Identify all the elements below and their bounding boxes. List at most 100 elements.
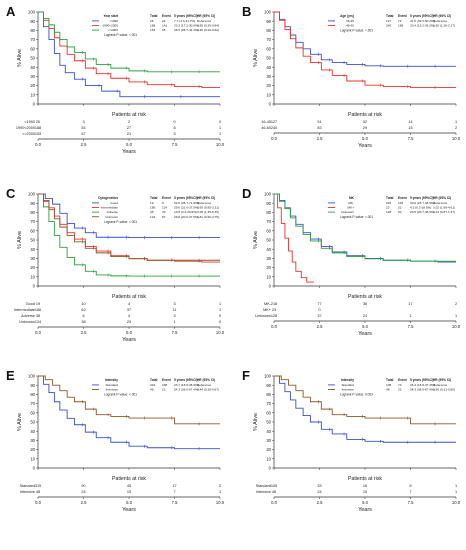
risk-count: 6	[409, 484, 411, 488]
y-tick-label: 0	[269, 102, 272, 107]
risk-count: 23	[127, 320, 131, 324]
risk-count: 105	[271, 484, 277, 488]
legend-header-cell: 5 years (95%CI)	[410, 14, 434, 18]
risk-count: 27	[127, 126, 131, 130]
legend-cell: 54.3 (38.6-67.4%)	[174, 388, 199, 392]
legend-footer: Logrank P-value: <.001	[340, 215, 373, 219]
legend-cell: Intensive	[106, 388, 119, 392]
y-tick-label: 60	[30, 410, 35, 415]
risk-count: 54	[81, 126, 85, 130]
x-tick-label: 5.0	[362, 136, 368, 141]
y-tick-label: 20	[266, 447, 271, 452]
risk-row-label: 16-45	[261, 120, 271, 124]
y-tick-label: 100	[28, 192, 36, 197]
legend-cell: 238	[162, 383, 167, 387]
legend-header-cell: Event	[162, 378, 172, 382]
y-tick-label: 40	[30, 247, 35, 252]
y-tick-label: 70	[30, 37, 35, 42]
x-tick-label: 5.0	[126, 142, 132, 147]
y-tick-label: 50	[266, 420, 271, 425]
y-tick-label: 0	[269, 284, 272, 289]
legend: Intensity Total Event 5 years (95%CI) HR (95…	[92, 378, 219, 397]
legend-cell: 87	[162, 215, 166, 219]
km-curve-1990-2000	[38, 11, 220, 88]
legend-header-cell: 5 years (95%CI)	[410, 196, 434, 200]
x-tick-label: 10.0	[216, 330, 225, 335]
legend-cell: 95	[162, 28, 166, 32]
legend-header-cell: Total	[386, 14, 393, 18]
risk-count: 2	[128, 120, 130, 124]
legend-cell: Reference	[433, 19, 448, 23]
km-curve-mk-	[274, 193, 315, 283]
risk-table-title: Patients at risk	[112, 112, 146, 118]
y-tick-label: 90	[266, 19, 271, 24]
x-tick-label: 10.0	[216, 142, 225, 147]
legend-cell: 3.05 (1.45-6.35)	[197, 210, 219, 214]
km-curve-adverse	[38, 193, 220, 277]
risk-count: 24	[81, 490, 85, 494]
risk-count: 83	[317, 126, 321, 130]
risk-count: 8	[173, 126, 175, 130]
legend-header-cell: Year start	[103, 14, 118, 18]
y-tick-label: 10	[266, 274, 271, 279]
risk-count: 3	[173, 302, 175, 306]
risk-count: 2	[219, 484, 221, 488]
risk-table-title: Patients at risk	[348, 112, 382, 118]
x-tick-label: 5.0	[126, 500, 132, 505]
panel-e: E 0 10 20 30 40 50 60 70 80 90 100 % Alive Patients a…	[6, 368, 225, 513]
risk-count: 7	[409, 490, 411, 494]
risk-count: 11	[173, 308, 177, 312]
y-tick-label: 70	[30, 219, 35, 224]
legend-footer: Logrank P-value: <.001	[104, 33, 137, 37]
risk-count: 15	[408, 126, 412, 130]
legend-cell: Intermediate	[101, 206, 118, 210]
legend-cell: 9	[162, 201, 164, 205]
legend-cell: 319	[150, 383, 155, 387]
y-tick-label: 100	[264, 192, 272, 197]
legend-cell: Reference	[197, 201, 212, 205]
x-tick-label: 7.5	[408, 500, 414, 505]
y-tick-label: 40	[266, 65, 271, 70]
risk-count: 1	[409, 314, 411, 318]
risk-count: 1	[219, 132, 221, 136]
risk-count: 1	[173, 320, 175, 324]
legend-cell: 29.6 (22.6-37.0%)	[174, 206, 199, 210]
risk-count: 10	[81, 302, 85, 306]
y-tick-label: 30	[266, 256, 271, 261]
legend-header-cell: Age (yrs)	[340, 14, 354, 18]
risk-count: 90	[81, 484, 85, 488]
x-tick-label: 2.5	[81, 500, 87, 505]
risk-row-label: 46-60	[261, 126, 271, 130]
legend-header-cell: 5 years (95%CI)	[174, 378, 198, 382]
x-axis-label: Years	[122, 337, 136, 343]
x-tick-label: 0.0	[35, 330, 41, 335]
km-curve-46-60	[274, 11, 456, 88]
risk-table-title: Patients at risk	[112, 294, 146, 300]
risk-count: 19	[36, 302, 40, 306]
legend-cell: Reference	[197, 19, 212, 23]
legend-cell: 1.65 (1.26-2.17)	[433, 24, 455, 28]
y-tick-label: 30	[266, 438, 271, 443]
risk-table-title: Patients at risk	[112, 476, 146, 482]
legend-header-cell: 5 years (95%CI)	[174, 14, 198, 18]
legend-header-cell: Event	[162, 14, 172, 18]
panel-letter: B	[242, 4, 251, 19]
legend-cell: 1.60 (0.85-3.31)	[197, 206, 219, 210]
legend-cell: 36.5 (28.7-44.3%)	[174, 28, 199, 32]
risk-count: 23	[272, 308, 276, 312]
risk-table-title: Patients at risk	[348, 294, 382, 300]
y-tick-label: 40	[266, 429, 271, 434]
legend-cell: Reference	[433, 383, 448, 387]
legend-cell: 128	[386, 210, 391, 214]
risk-count: 166	[35, 308, 41, 312]
y-tick-label: 40	[266, 247, 271, 252]
legend-cell: >=2000	[108, 28, 119, 32]
x-tick-label: 7.5	[172, 330, 178, 335]
legend-cell: 19	[150, 201, 154, 205]
legend-cell: 54.3 (38.6-67.4%)	[410, 388, 435, 392]
y-tick-label: 40	[30, 429, 35, 434]
risk-count: 1	[219, 490, 221, 494]
legend-cell: MK-	[348, 201, 354, 205]
risk-count: 51	[317, 120, 321, 124]
